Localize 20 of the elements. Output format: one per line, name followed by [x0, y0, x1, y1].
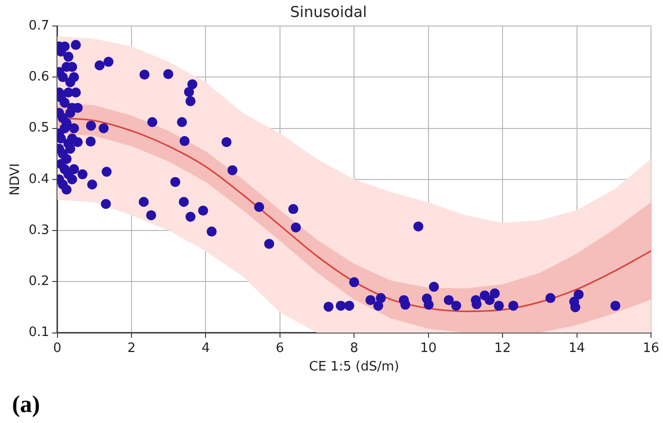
x-tick-label: 6: [276, 340, 284, 356]
chart-title: Sinusoidal: [290, 2, 367, 21]
x-tick-label: 2: [127, 340, 136, 356]
x-tick-label: 10: [420, 340, 437, 356]
y-tick-label: 0.1: [28, 325, 50, 340]
y-tick-label: 0.3: [28, 222, 50, 238]
y-tick-label: 0.2: [28, 274, 50, 290]
y-axis-title: NDVI: [8, 163, 24, 196]
y-tick-label: 0.5: [28, 120, 50, 136]
x-tick-label: 12: [494, 340, 511, 356]
y-tick-label: 0.6: [28, 70, 50, 85]
y-tick-label: 0.4: [28, 172, 50, 187]
text: (a): [12, 392, 40, 418]
y-tick-label: 0.7: [28, 18, 50, 34]
x-tick-label: 0: [53, 340, 62, 356]
x-axis-title: CE 1:5 (dS/m): [309, 360, 400, 375]
x-tick-label: 8: [350, 340, 358, 356]
x-tick-label: 16: [642, 340, 660, 356]
x-tick-label: 14: [568, 340, 586, 356]
x-tick-label: 4: [202, 340, 210, 356]
